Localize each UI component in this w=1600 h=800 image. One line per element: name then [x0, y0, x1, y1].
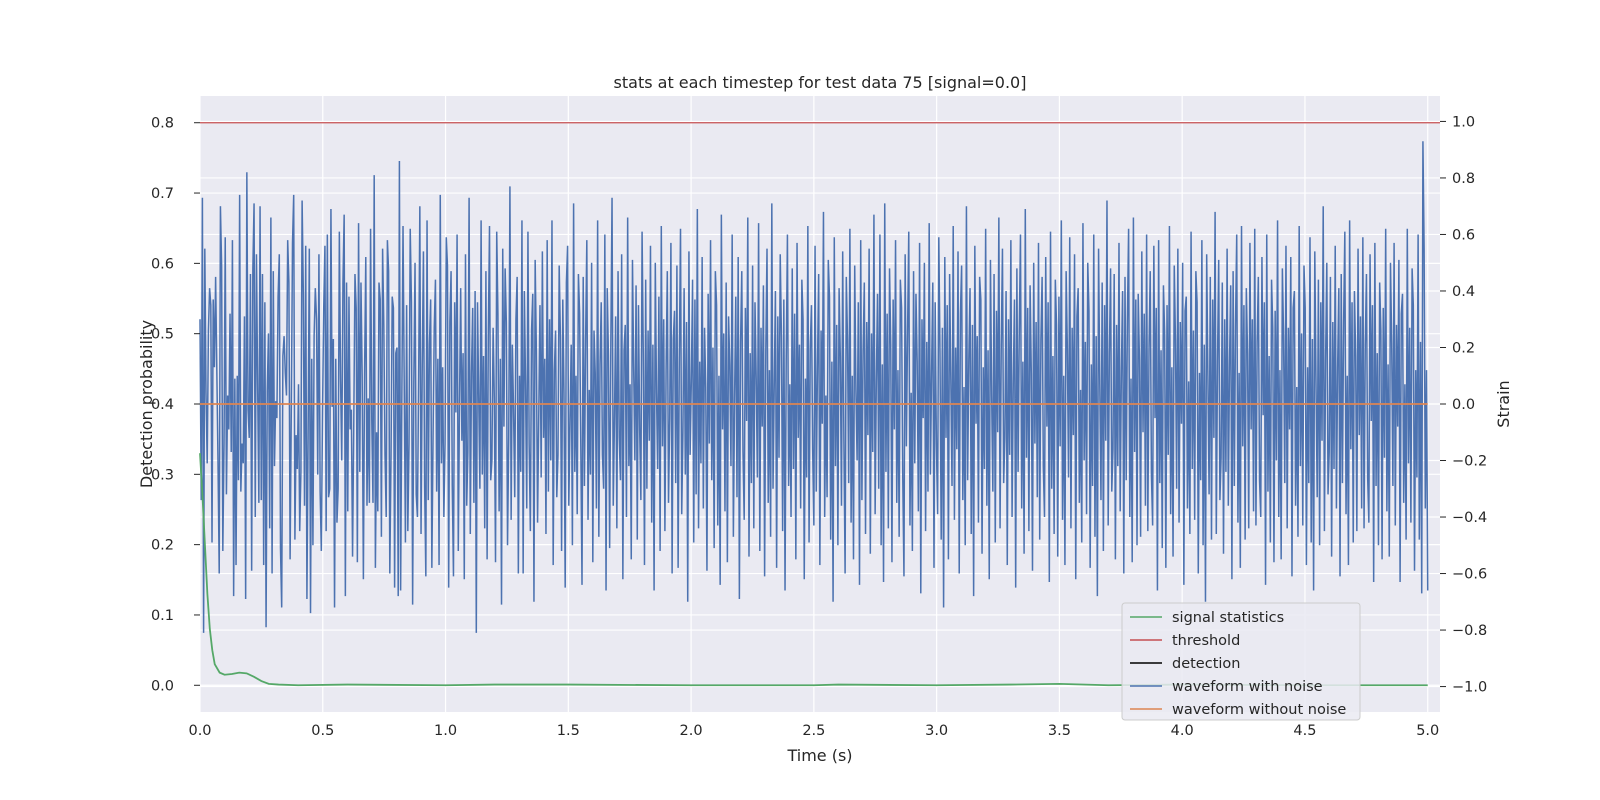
- legend-label-threshold: threshold: [1172, 633, 1240, 649]
- y-left-tick-label: 0.8: [151, 116, 174, 132]
- x-tick-label: 1.0: [434, 723, 457, 739]
- y-left-tick-label: 0.2: [151, 538, 174, 554]
- legend: signal statistics threshold detection wa…: [1121, 602, 1361, 721]
- y-right-tick-label: 0.8: [1452, 171, 1475, 187]
- y-left-tick-label: 0.1: [151, 608, 174, 624]
- y-left-tick-label: 0.7: [151, 186, 174, 202]
- y-right-tick-label: 0.0: [1452, 397, 1475, 413]
- x-tick-label: 0.5: [311, 723, 334, 739]
- chart-title: stats at each timestep for test data 75 …: [614, 73, 1027, 92]
- y-right-tick-label: −1.0: [1452, 680, 1487, 696]
- y-left-tick-label: 0.6: [151, 256, 174, 272]
- y-right-tick-label: −0.8: [1452, 623, 1487, 639]
- series-layer: [199, 122, 1440, 687]
- y-right-tick-label: 1.0: [1452, 114, 1475, 130]
- legend-label-signal-statistics: signal statistics: [1172, 610, 1284, 626]
- x-tick-label: 4.0: [1171, 723, 1194, 739]
- x-tick-label: 2.5: [802, 723, 825, 739]
- x-tick-label: 3.5: [1048, 723, 1071, 739]
- y-left-tick-label: 0.0: [151, 678, 174, 694]
- x-tick-label: 0.0: [188, 723, 211, 739]
- x-axis-ticks: 0.0 0.5 1.0 1.5 2.0 2.5 3.0 3.5 4.0 4.5 5.0: [188, 723, 1439, 739]
- legend-label-waveform-without-noise: waveform without noise: [1172, 702, 1346, 718]
- y-right-tick-label: −0.4: [1452, 510, 1487, 526]
- x-tick-label: 3.0: [925, 723, 948, 739]
- x-tick-label: 4.5: [1293, 723, 1316, 739]
- y-right-tick-label: 0.6: [1452, 227, 1475, 243]
- y-right-tick-label: −0.6: [1452, 567, 1487, 583]
- y-right-tick-label: 0.2: [1452, 340, 1475, 356]
- legend-label-waveform-with-noise: waveform with noise: [1172, 679, 1323, 695]
- y-left-tick-label: 0.5: [151, 327, 174, 343]
- y-left-tick-label: 0.3: [151, 467, 174, 483]
- y-left-axis-ticks: 0.0 0.1 0.2 0.3 0.4 0.5 0.6 0.7 0.8: [151, 116, 200, 694]
- y-right-tick-label: 0.4: [1452, 284, 1475, 300]
- x-tick-label: 2.0: [680, 723, 703, 739]
- legend-box: [1121, 602, 1361, 721]
- series-signal-statistics: [199, 453, 1428, 687]
- y-left-axis-label: Detection probability: [137, 320, 156, 488]
- x-axis-label: Time (s): [786, 746, 852, 765]
- x-tick-label: 1.5: [557, 723, 580, 739]
- y-left-tick-label: 0.4: [151, 397, 174, 413]
- y-right-tick-label: −0.2: [1452, 454, 1487, 470]
- y-right-axis-ticks: −1.0 −0.8 −0.6 −0.4 −0.2 0.0 0.2 0.4 0.6 0.8 1.0: [1440, 114, 1487, 696]
- series-waveform-with-noise: [199, 141, 1429, 633]
- x-tick-label: 5.0: [1416, 723, 1439, 739]
- legend-label-detection: detection: [1172, 656, 1240, 672]
- y-right-axis-label: Strain: [1494, 380, 1513, 427]
